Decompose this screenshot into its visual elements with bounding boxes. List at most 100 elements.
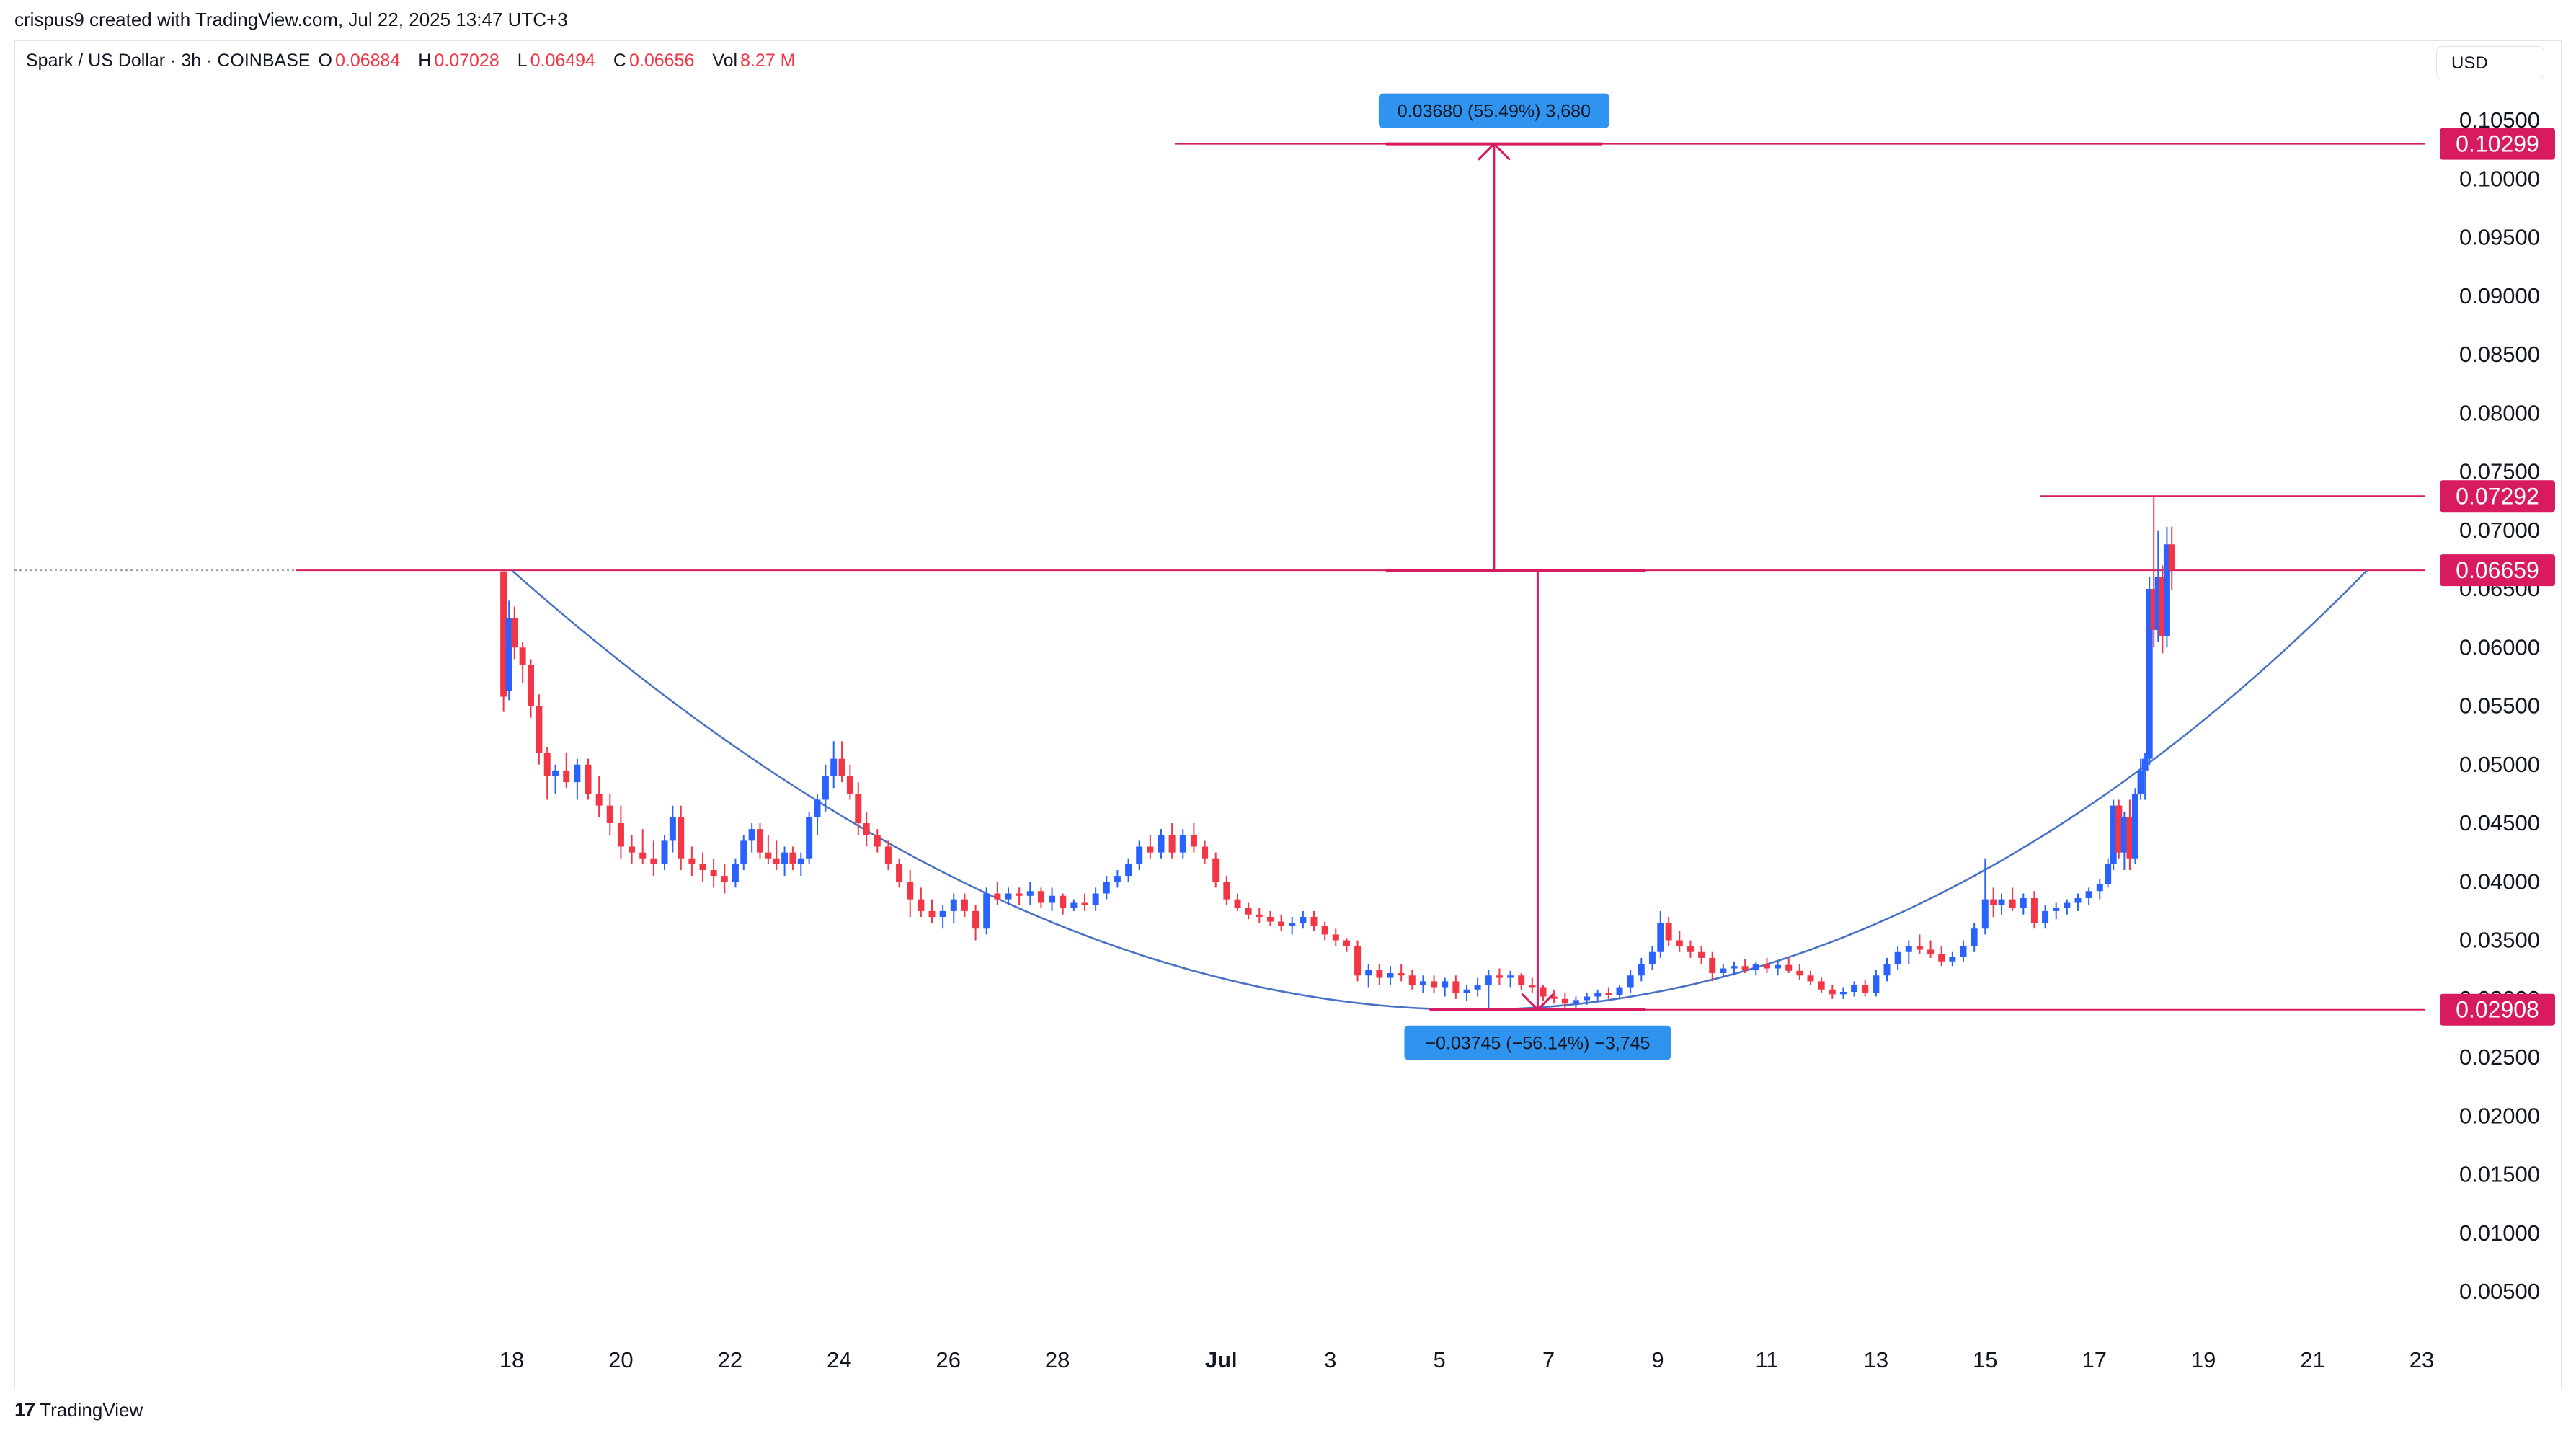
candle-body [1540,987,1547,997]
candle-body [2009,899,2016,908]
candle-body [1550,996,1558,999]
candle-body [1796,970,1803,976]
y-tick-label: 0.02500 [2459,1044,2540,1070]
candle-body [1990,899,1997,905]
candle-body [830,758,838,776]
currency-button[interactable]: USD [2436,46,2544,79]
x-tick-label: 23 [2410,1347,2434,1372]
candle-body [2042,910,2049,923]
candle-body [1561,998,1568,1004]
x-tick-label: 15 [1973,1347,1997,1372]
candle-body [950,899,957,911]
measure-label-text: −0.03745 (−56.14%) −3,745 [1425,1034,1650,1054]
candle-body [1883,964,1891,976]
candle-body [1103,882,1110,894]
measure-arrow-head-icon [1521,993,1555,1011]
candle-body [1190,835,1197,847]
candle-body [688,858,696,864]
candle-body [1278,921,1285,926]
price-badge [2440,128,2555,160]
brand-name: TradingView [40,1398,143,1421]
candle-body [1529,985,1536,988]
x-tick-label: Jul [1205,1347,1238,1372]
candle-body [994,893,1001,900]
candle-body [552,770,559,776]
candle-body [650,858,657,864]
candle-body [806,817,813,859]
candle-body [2085,891,2092,898]
candle-body [1300,917,1307,923]
candle-body [1960,946,1967,957]
y-tick-label: 0.02000 [2459,1103,2540,1128]
candle-body [1676,940,1683,946]
candle-body [500,571,507,697]
candle-body [814,799,821,817]
candle-body [1862,985,1869,993]
x-tick-label: 26 [936,1347,960,1372]
candle-body [1638,964,1645,976]
candle-body [1839,992,1847,995]
candle-body [1665,923,1672,941]
x-tick-label: 11 [1755,1347,1778,1372]
candle-body [1179,835,1186,853]
price-badge-text: 0.06659 [2456,557,2539,583]
candle-body [528,665,534,706]
x-tick-label: 18 [499,1347,524,1372]
candle-body [639,852,647,859]
tradingview-brand[interactable]: 17 TradingView [14,1398,143,1421]
candle-body [822,776,829,800]
y-tick-label: 0.04000 [2459,869,2540,894]
candle-body [1158,835,1165,853]
x-tick-label: 7 [1542,1347,1555,1372]
candle-body [1310,917,1318,926]
x-tick-label: 5 [1434,1347,1446,1372]
candle-body [536,706,543,753]
candle-body [1485,975,1492,985]
candle-body [1949,957,1956,962]
price-badge-text: 0.02908 [2456,997,2539,1023]
y-tick-label: 0.00500 [2459,1279,2540,1304]
y-tick-label: 0.04500 [2459,810,2540,835]
candle-body [2030,898,2038,923]
candle-body [1343,940,1350,946]
symbol-legend: Spark / US Dollar · 3h · COINBASE O 0.068… [26,50,809,71]
candle-body [2115,805,2123,853]
candle-body [1616,987,1623,995]
candle-body [1289,923,1296,926]
candle-body [563,770,570,783]
x-tick-label: 19 [2191,1347,2216,1372]
candle-body [2159,577,2166,636]
candle-body [1507,975,1514,978]
candle-body [661,840,668,864]
candle-body [740,840,747,864]
candle-body [2096,884,2103,892]
symbol-name[interactable]: Spark / US Dollar · 3h · COINBASE [26,50,311,71]
close-label: C [613,50,626,71]
candle-body [1807,975,1814,982]
y-tick-label: 0.08500 [2459,342,2540,367]
y-tick-label: 0.05500 [2459,693,2540,719]
candle-body [1605,993,1612,995]
candle-body [1752,964,1759,970]
candle-body [1442,981,1449,988]
candle-body [1136,846,1143,864]
candle-body [1202,846,1209,859]
candle-body [896,864,903,882]
candle-body [1419,981,1426,985]
candle-body [595,794,603,806]
candle-body [789,852,796,864]
candle-body [1981,899,1989,929]
candle-body [574,764,581,783]
candle-body [1223,882,1230,900]
candle-body [1741,966,1749,970]
candle-body [710,870,717,877]
candle-body [2141,758,2149,771]
candle-body [983,893,990,929]
x-tick-label: 17 [2082,1347,2106,1372]
candle-body [1905,946,1912,952]
x-tick-label: 13 [1864,1347,1888,1372]
candles-group [500,496,2175,1010]
candle-body [846,776,853,794]
candle-body [1474,985,1481,990]
